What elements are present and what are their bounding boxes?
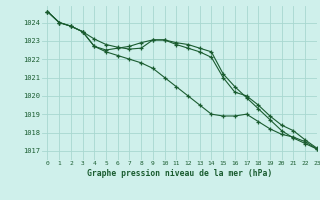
- X-axis label: Graphe pression niveau de la mer (hPa): Graphe pression niveau de la mer (hPa): [87, 169, 272, 178]
